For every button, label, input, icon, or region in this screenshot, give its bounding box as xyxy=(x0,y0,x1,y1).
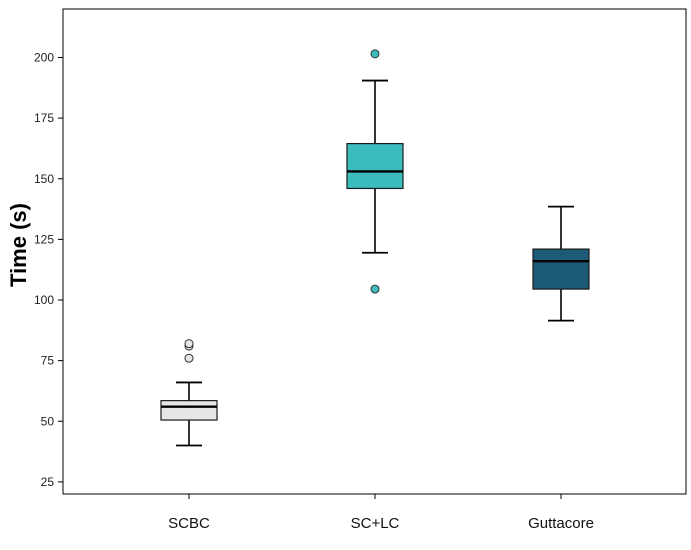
outlier-point xyxy=(370,284,380,294)
y-tick-label: 50 xyxy=(41,414,55,428)
outlier-point xyxy=(370,49,380,59)
iqr-box xyxy=(160,400,218,421)
box-guttacore xyxy=(532,205,590,322)
iqr-box xyxy=(346,142,404,190)
x-category-label: SCBC xyxy=(168,515,210,532)
y-tick-label: 150 xyxy=(34,172,54,186)
y-tick-label: 175 xyxy=(34,111,54,125)
x-axis-ticks: SCBC SC+LC Guttacore xyxy=(168,494,594,532)
box-scbc xyxy=(160,339,218,447)
iqr-box xyxy=(532,248,590,290)
y-tick-label: 200 xyxy=(34,51,54,65)
y-tick-label: 25 xyxy=(41,475,55,489)
y-tick-label: 100 xyxy=(34,293,54,307)
x-category-label: Guttacore xyxy=(528,515,594,532)
y-tick-label: 125 xyxy=(34,232,54,246)
box-series xyxy=(160,49,590,447)
x-category-label: SC+LC xyxy=(351,515,400,532)
y-axis-ticks: 25 50 75 100 125 150 175 200 xyxy=(34,51,63,489)
box-sc-lc xyxy=(346,49,404,294)
y-axis-title: Time (s) xyxy=(6,203,31,287)
outlier-point xyxy=(184,353,194,363)
y-tick-label: 75 xyxy=(41,354,55,368)
outlier-point xyxy=(184,339,194,349)
